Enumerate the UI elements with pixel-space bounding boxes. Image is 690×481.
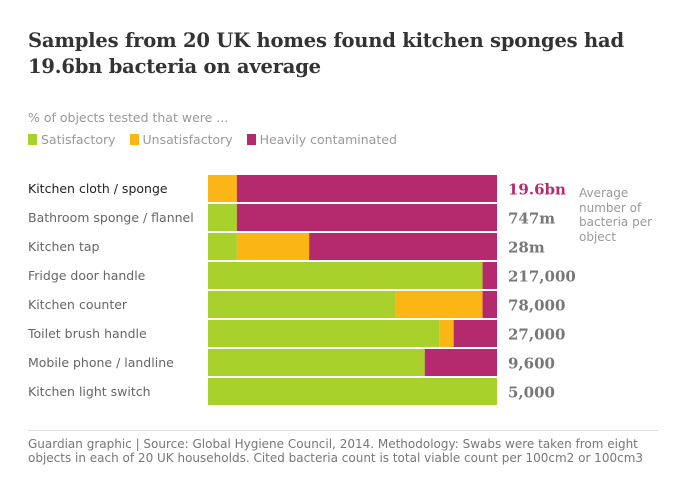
legend: Satisfactory Unsatisfactory Heavily cont… bbox=[28, 132, 411, 147]
bacteria-count-note: Average number of bacteria per object bbox=[579, 186, 653, 244]
category-label: Kitchen counter bbox=[28, 297, 128, 312]
bar-segment-satisfactory bbox=[208, 291, 396, 318]
bar-segment-heavily-contaminated bbox=[482, 291, 497, 318]
category-label: Toilet brush handle bbox=[27, 326, 147, 341]
bacteria-count-label: 78,000 bbox=[508, 297, 565, 315]
bar-segment-unsatisfactory bbox=[439, 320, 454, 347]
category-label: Kitchen cloth / sponge bbox=[28, 181, 168, 196]
bar-segment-unsatisfactory bbox=[236, 233, 310, 260]
legend-item-satisfactory: Satisfactory bbox=[28, 132, 116, 147]
bacteria-count-label: 27,000 bbox=[508, 326, 565, 344]
bar-segment-satisfactory bbox=[208, 320, 440, 347]
legend-swatch-satisfactory bbox=[28, 134, 37, 145]
legend-item-heavily-contaminated: Heavily contaminated bbox=[246, 132, 397, 147]
legend-label-unsatisfactory: Unsatisfactory bbox=[142, 132, 233, 147]
category-label: Mobile phone / landline bbox=[28, 355, 174, 370]
category-label: Kitchen light switch bbox=[28, 384, 151, 399]
chart-subtitle: % of objects tested that were ... bbox=[28, 110, 229, 125]
category-label: Fridge door handle bbox=[28, 268, 146, 283]
bacteria-count-label: 28m bbox=[508, 239, 545, 257]
chart-title: Samples from 20 UK homes found kitchen s… bbox=[28, 29, 624, 78]
legend-swatch-unsatisfactory bbox=[129, 134, 139, 145]
legend-label-satisfactory: Satisfactory bbox=[41, 132, 116, 147]
bar-segment-satisfactory bbox=[208, 233, 237, 260]
legend-item-unsatisfactory: Unsatisfactory bbox=[129, 132, 233, 147]
bacteria-count-label: 9,600 bbox=[508, 355, 555, 373]
bacteria-count-label: 19.6bn bbox=[508, 181, 566, 199]
source-note: Guardian graphic | Source: Global Hygien… bbox=[28, 430, 658, 465]
bacteria-count-label: 747m bbox=[508, 210, 555, 228]
bar-segment-heavily-contaminated bbox=[424, 349, 497, 376]
legend-swatch-heavily-contaminated bbox=[246, 134, 256, 145]
bar-segment-satisfactory bbox=[208, 204, 237, 231]
bar-segment-satisfactory bbox=[208, 378, 497, 405]
bar-segment-unsatisfactory bbox=[395, 291, 483, 318]
bar-segment-heavily-contaminated bbox=[453, 320, 497, 347]
bar-segment-heavily-contaminated bbox=[309, 233, 497, 260]
category-label: Bathroom sponge / flannel bbox=[28, 210, 194, 225]
bar-segment-heavily-contaminated bbox=[236, 204, 497, 231]
bar-segment-satisfactory bbox=[208, 349, 425, 376]
bacteria-count-label: 5,000 bbox=[508, 384, 555, 402]
category-label: Kitchen tap bbox=[28, 239, 100, 254]
bar-segment-heavily-contaminated bbox=[482, 262, 497, 289]
legend-label-heavily-contaminated: Heavily contaminated bbox=[259, 132, 397, 147]
bar-segment-heavily-contaminated bbox=[236, 175, 497, 202]
bar-segment-satisfactory bbox=[208, 262, 483, 289]
bar-segment-unsatisfactory bbox=[208, 175, 237, 202]
bacteria-count-label: 217,000 bbox=[508, 268, 576, 286]
